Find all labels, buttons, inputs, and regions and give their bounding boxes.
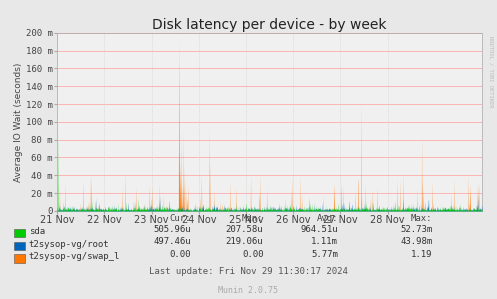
Text: t2sysop-vg/root: t2sysop-vg/root [29,240,109,249]
Text: t2sysop-vg/swap_l: t2sysop-vg/swap_l [29,252,120,261]
Text: 1.11m: 1.11m [311,237,338,246]
Text: 0.00: 0.00 [242,250,263,259]
Text: 43.98m: 43.98m [400,237,432,246]
Text: 1.19: 1.19 [411,250,432,259]
Title: Disk latency per device - by week: Disk latency per device - by week [153,18,387,32]
Y-axis label: Average IO Wait (seconds): Average IO Wait (seconds) [14,62,23,181]
Text: 52.73m: 52.73m [400,225,432,234]
Text: 505.96u: 505.96u [154,225,191,234]
Text: Last update: Fri Nov 29 11:30:17 2024: Last update: Fri Nov 29 11:30:17 2024 [149,268,348,277]
Text: 219.06u: 219.06u [226,237,263,246]
Text: Max:: Max: [411,214,432,223]
Text: sda: sda [29,227,45,236]
Text: RRDTOOL / TOBI OETIKER: RRDTOOL / TOBI OETIKER [489,36,494,107]
Text: Cur:: Cur: [170,214,191,223]
Text: 497.46u: 497.46u [154,237,191,246]
Text: Min:: Min: [242,214,263,223]
Text: 0.00: 0.00 [170,250,191,259]
Text: Munin 2.0.75: Munin 2.0.75 [219,286,278,295]
Text: 5.77m: 5.77m [311,250,338,259]
Text: Avg:: Avg: [317,214,338,223]
Text: 207.58u: 207.58u [226,225,263,234]
Text: 964.51u: 964.51u [300,225,338,234]
